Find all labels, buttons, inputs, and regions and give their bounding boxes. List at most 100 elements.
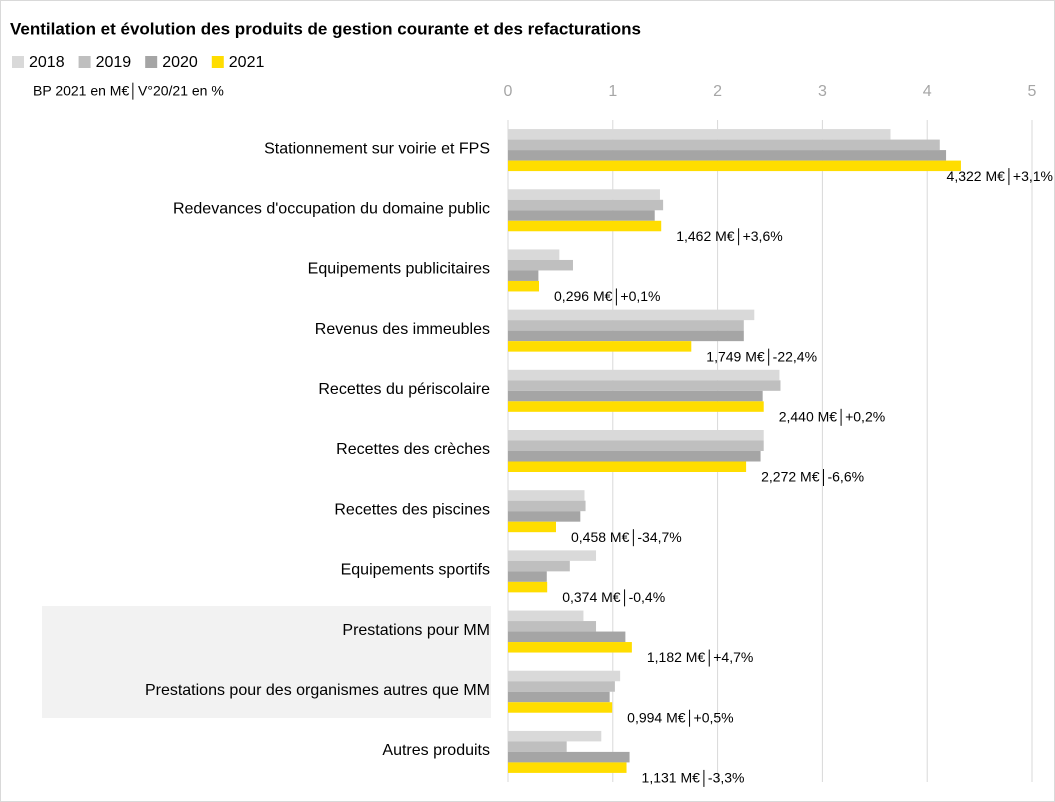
y-tick-label: Autres produits <box>382 742 490 759</box>
y-tick-label: Equipements sportifs <box>341 562 490 579</box>
bar <box>508 440 764 451</box>
bar <box>508 521 556 533</box>
bar <box>508 220 662 232</box>
data-label-value: 0,296 M€ <box>554 288 613 304</box>
data-label: 1,131 M€ -3,3% <box>642 770 745 787</box>
data-label-value: 1,182 M€ <box>647 649 706 665</box>
highlight-box <box>42 606 491 718</box>
bar <box>508 259 573 271</box>
y-tick-label: Stationnement sur voirie et FPS <box>264 140 490 157</box>
bar <box>508 741 567 752</box>
x-tick-label: 5 <box>1028 83 1037 100</box>
chart-subtitle: BP 2021 en M€│V°20/21 en % <box>33 83 224 101</box>
bar <box>508 560 570 572</box>
legend-label: 2019 <box>96 54 132 71</box>
data-label-variation: -3,3% <box>708 770 745 786</box>
data-label-value: 1,131 M€ <box>642 770 701 786</box>
y-tick-label: Redevances d'occupation du domaine publi… <box>173 200 490 217</box>
bar <box>508 730 602 742</box>
y-tick-label: Prestations pour des organismes autres q… <box>145 682 490 699</box>
bar <box>508 631 626 643</box>
y-tick-label: Revenus des immeubles <box>315 321 490 338</box>
bar <box>508 189 660 200</box>
x-tick-label: 3 <box>818 83 827 100</box>
bar <box>508 309 755 321</box>
legend-label: 2018 <box>29 54 65 71</box>
chart-title: Ventilation et évolution des produits de… <box>10 19 641 38</box>
bar <box>508 702 613 713</box>
data-label-value: 1,462 M€ <box>676 228 735 244</box>
x-tick-label: 2 <box>713 83 722 100</box>
y-tick-label: Recettes des piscines <box>334 501 490 518</box>
bar <box>508 280 540 292</box>
data-label-variation: +4,7% <box>713 649 753 665</box>
x-tick-label: 1 <box>608 83 617 100</box>
y-tick-label: Equipements publicitaires <box>308 261 490 278</box>
data-label-value: 1,749 M€ <box>706 348 765 364</box>
data-label: 1,462 M€ +3,6% <box>676 228 783 246</box>
legend-label: 2021 <box>229 54 265 71</box>
data-label: 0,994 M€ +0,5% <box>627 709 734 727</box>
y-tick-label: Recettes du périscolaire <box>318 381 490 398</box>
bar <box>508 270 539 281</box>
y-tick-label: Recettes des crèches <box>336 441 490 458</box>
bar <box>508 762 627 773</box>
bar <box>508 451 761 462</box>
data-label-variation: +3,1% <box>1013 168 1053 184</box>
data-label-value: 2,440 M€ <box>779 409 838 425</box>
bar <box>508 139 940 151</box>
data-label: 2,440 M€ +0,2% <box>779 409 885 426</box>
x-tick-label: 0 <box>504 83 513 100</box>
bar <box>508 581 548 593</box>
legend-swatch <box>78 56 91 68</box>
data-label-value: 0,994 M€ <box>627 709 686 725</box>
bar <box>508 500 586 512</box>
data-label: 0,374 M€ -0,4% <box>562 589 666 607</box>
bar <box>508 210 655 221</box>
bar <box>508 642 632 653</box>
legend-swatch <box>145 56 158 68</box>
bar <box>508 160 961 172</box>
data-label-variation: -0,4% <box>629 589 666 605</box>
bar <box>508 461 747 472</box>
bar <box>508 129 891 140</box>
bar <box>508 390 763 402</box>
data-label-variation: +0,5% <box>694 709 734 725</box>
data-label: 0,296 M€ +0,1% <box>554 288 660 306</box>
bar <box>508 511 581 522</box>
bar <box>508 341 692 352</box>
bar <box>508 401 764 412</box>
data-label-variation: +0,2% <box>845 409 885 425</box>
bar <box>508 199 664 211</box>
bar <box>508 621 597 632</box>
data-label-value: 0,458 M€ <box>571 529 630 545</box>
bar <box>508 320 744 331</box>
bar <box>508 610 584 622</box>
bar <box>508 430 764 441</box>
data-label-variation: +0,1% <box>620 288 660 304</box>
data-label-value: 4,322 M€ <box>947 168 1006 184</box>
bar <box>508 751 630 763</box>
bar <box>508 380 781 391</box>
data-label-variation: -22,4% <box>773 348 817 364</box>
legend: 2018 2019 2020 2021 <box>12 54 264 71</box>
bar <box>508 571 547 582</box>
data-label-value: 0,374 M€ <box>562 589 621 605</box>
x-tick-label: 4 <box>923 83 932 100</box>
legend-label: 2020 <box>162 54 198 71</box>
data-label-variation: -6,6% <box>827 469 864 485</box>
legend-swatch <box>211 56 224 68</box>
bar <box>508 550 597 561</box>
data-label: 1,749 M€ -22,4% <box>706 348 817 366</box>
y-tick-label: Prestations pour MM <box>342 622 490 639</box>
bar <box>508 681 615 692</box>
data-label: 1,182 M€ +4,7% <box>647 649 753 667</box>
bar <box>508 691 610 703</box>
bar <box>508 670 621 682</box>
data-label: 4,322 M€ +3,1% <box>947 168 1053 186</box>
data-label-variation: +3,6% <box>743 228 783 244</box>
data-label-variation: -34,7% <box>637 529 681 545</box>
data-label: 0,458 M€ -34,7% <box>571 529 682 547</box>
data-label-value: 2,272 M€ <box>761 469 820 485</box>
